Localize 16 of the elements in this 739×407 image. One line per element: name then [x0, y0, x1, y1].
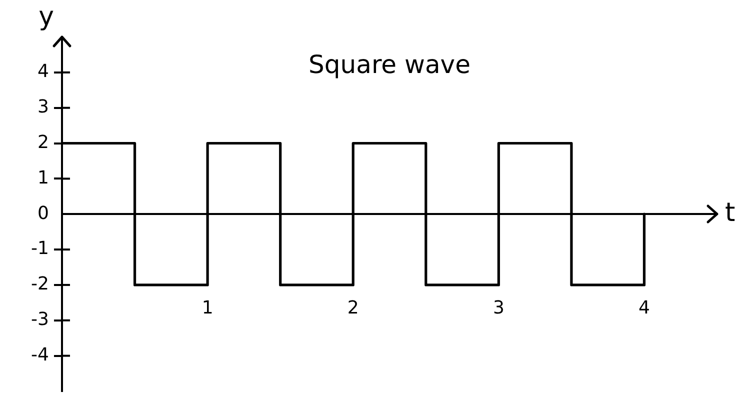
x-tick-label: 4 — [638, 298, 650, 319]
y-tick-label: 2 — [38, 132, 49, 153]
y-tick-label: -1 — [31, 238, 49, 260]
y-tick-label: 3 — [38, 96, 49, 118]
x-tick-label: 1 — [202, 298, 214, 319]
y-tick-label: 4 — [38, 61, 49, 82]
y-tick-label: 0 — [38, 202, 49, 224]
text: Square wave — [308, 50, 470, 79]
x-tick-label: 2 — [347, 298, 359, 319]
y-tick-label: -3 — [31, 309, 49, 330]
x-axis-title: t — [725, 198, 736, 228]
y-axis-title: y — [38, 2, 54, 32]
y-tick-label: -2 — [31, 274, 49, 295]
y-tick-label: 1 — [38, 167, 49, 188]
y-tick-label: -4 — [31, 344, 49, 366]
x-tick-label: 3 — [492, 298, 504, 319]
